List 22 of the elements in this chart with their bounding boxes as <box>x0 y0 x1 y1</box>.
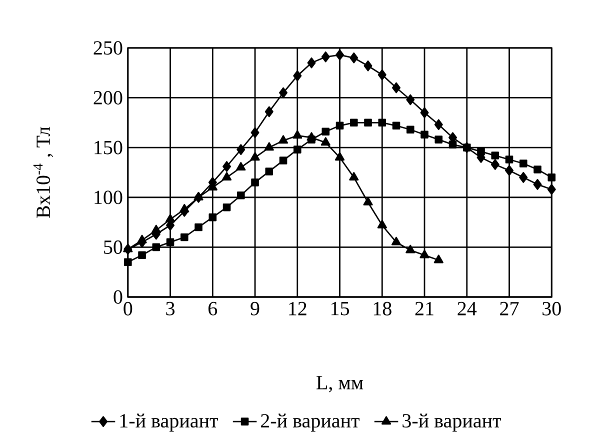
x-axis-title: L, мм <box>316 376 364 392</box>
x-tick-label: 6 <box>208 302 218 316</box>
legend-label: 2-й вариант <box>261 414 360 432</box>
x-tick-label: 15 <box>332 302 349 316</box>
y-axis-title: Bx10$^{-4}$ , Тл <box>33 126 53 218</box>
y-tick-label: 250 <box>94 41 122 55</box>
y-tick-label: 100 <box>94 190 122 204</box>
x-tick-label: 21 <box>415 302 434 316</box>
legend-label: 1-й вариант <box>120 414 218 432</box>
x-tick-label: 27 <box>500 302 519 316</box>
legend-label: 3-й вариант <box>402 414 501 432</box>
y-tick-label: 200 <box>94 90 122 104</box>
y-tick-label: 150 <box>94 140 122 154</box>
x-tick-label: 9 <box>250 302 260 316</box>
y-tick-label: 50 <box>104 240 122 254</box>
x-tick-label: 18 <box>374 302 392 316</box>
x-tick-label: 3 <box>166 302 174 316</box>
x-tick-label: 24 <box>458 302 477 316</box>
y-tick-label: 0 <box>114 290 122 304</box>
x-tick-label: 0 <box>124 302 132 316</box>
x-tick-label: 12 <box>289 302 306 316</box>
x-tick-label: 30 <box>542 302 561 316</box>
